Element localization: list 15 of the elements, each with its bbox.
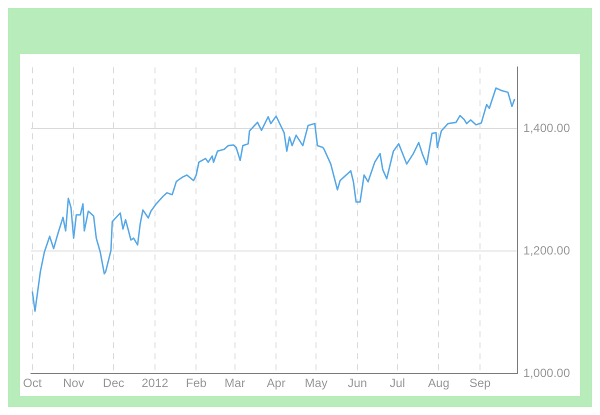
x-tick-label: Jun: [348, 376, 368, 390]
x-tick-label: 2012: [142, 376, 169, 390]
x-tick-label: Aug: [428, 376, 450, 390]
y-tick-label: 1,400.00: [523, 120, 570, 135]
x-tick-label: May: [304, 376, 328, 390]
x-tick-label: Sep: [469, 376, 491, 390]
x-tick-label: Apr: [266, 376, 286, 390]
x-tick-label: Jul: [390, 376, 406, 390]
y-tick-label: 1,000.00: [523, 366, 570, 380]
x-tick-label: Mar: [224, 376, 246, 390]
y-tick-label: 1,200.00: [523, 243, 570, 258]
x-tick-label: Feb: [186, 376, 207, 390]
x-tick-label: Dec: [102, 376, 124, 390]
x-tick-label: Nov: [62, 376, 84, 390]
x-tick-label: Oct: [23, 376, 42, 390]
